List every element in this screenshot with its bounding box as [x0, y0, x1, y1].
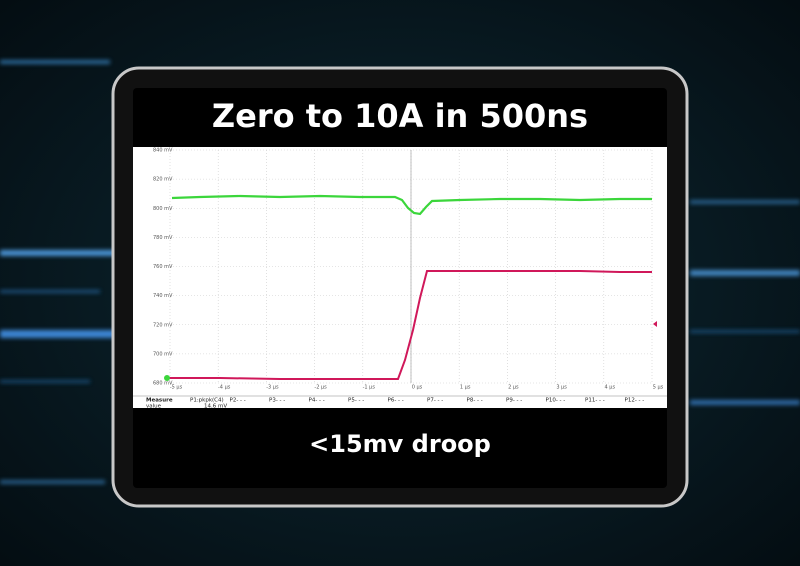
x-axis-label: 2 µs [508, 385, 519, 391]
y-axis-label: 780 mV [153, 235, 173, 241]
measure-header: P4- - - [309, 398, 325, 404]
measure-header: P1:pkpk(C4) [190, 398, 224, 404]
light-streaks [0, 60, 800, 484]
x-axis-label: 5 µs [653, 385, 664, 391]
y-axis-label: 820 mV [153, 177, 173, 183]
title: Zero to 10A in 500ns [212, 97, 588, 135]
x-axis-label: -5 µs [170, 385, 183, 391]
x-axis-label: 0 µs [412, 385, 423, 391]
x-axis-label: 3 µs [556, 385, 567, 391]
current-trace [168, 270, 652, 380]
measure-header: P12- - - [625, 398, 645, 404]
measure-header: P9- - - [506, 398, 522, 404]
measure-row-label: Measure [146, 398, 173, 404]
x-axis-label: -3 µs [266, 385, 279, 391]
scope-grid: 840 mV 820 mV 800 mV 780 mV 760 mV 740 mV 720 … [153, 148, 664, 391]
y-axis-label: 800 mV [153, 206, 173, 212]
x-axis-label: 4 µs [605, 385, 616, 391]
x-axis-label: -2 µs [314, 385, 327, 391]
y-axis-label: 760 mV [153, 264, 173, 270]
measure-header: P3- - - [269, 398, 285, 404]
y-axis-label: 720 mV [153, 322, 173, 328]
caption: <15mv droop [309, 430, 491, 458]
x-axis-label: 1 µs [460, 385, 471, 391]
y-axis-label: 740 mV [153, 293, 173, 299]
measure-header: P6- - - [388, 398, 404, 404]
measure-header: P8- - - [467, 398, 483, 404]
voltage-trace [171, 194, 652, 216]
measure-header: P7- - - [427, 398, 443, 404]
measure-header: P11- - - [585, 398, 605, 404]
measure-row-label: value [146, 404, 162, 410]
measure-value: 14.6 mV [204, 404, 227, 410]
x-axis-label: -1 µs [363, 385, 376, 391]
y-axis-label: 700 mV [153, 351, 173, 357]
trigger-marker [653, 321, 657, 327]
y-axis-label: 680 mV [153, 381, 173, 387]
scope-panel [133, 147, 667, 408]
measure-header: P10- - - [546, 398, 566, 404]
y-axis-label: 840 mV [153, 148, 173, 154]
x-axis-label: -4 µs [218, 385, 231, 391]
measure-header: P2- - - [230, 398, 246, 404]
channel-marker [164, 375, 170, 381]
measure-header: P5- - - [348, 398, 364, 404]
